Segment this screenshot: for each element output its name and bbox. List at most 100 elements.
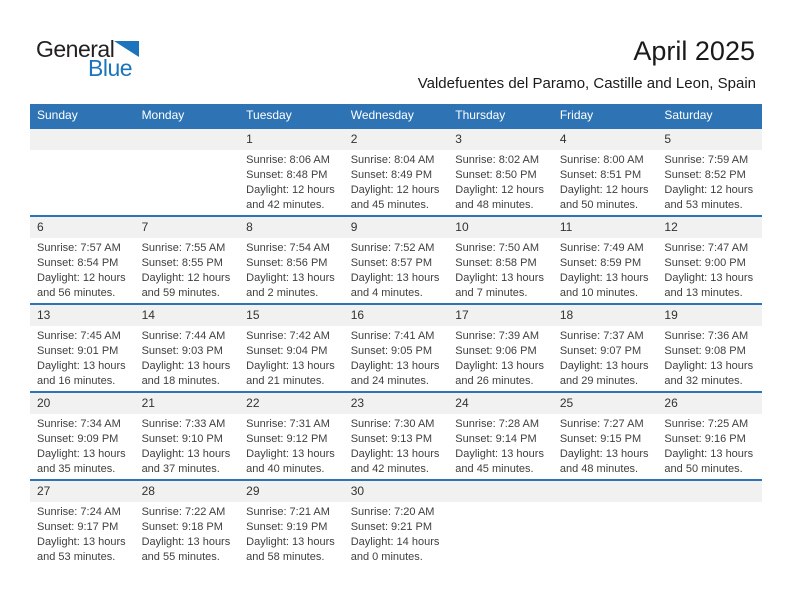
daylight-text: Daylight: 13 hours and 32 minutes. <box>664 360 754 387</box>
sunrise-text: Sunrise: 7:34 AM <box>37 418 121 430</box>
daylight-text: Daylight: 13 hours and 55 minutes. <box>141 536 231 563</box>
sunset-text: Sunset: 8:51 PM <box>559 169 642 181</box>
daylight-text: Daylight: 13 hours and 2 minutes. <box>246 272 335 299</box>
day-number: 13 <box>30 305 135 326</box>
day-details: Sunrise: 8:02 AM Sunset: 8:50 PM Daylight:… <box>448 150 553 213</box>
daylight-text: Daylight: 12 hours and 50 minutes. <box>559 184 649 211</box>
day-details: Sunrise: 7:27 AM Sunset: 9:15 PM Daylight:… <box>553 414 658 477</box>
sunrise-text: Sunrise: 8:06 AM <box>246 154 330 166</box>
day-cell-16: 16 Sunrise: 7:41 AM Sunset: 9:05 PM Dayligh… <box>343 305 449 391</box>
sunset-text: Sunset: 9:00 PM <box>664 257 746 269</box>
weekday-header-wednesday: Wednesday <box>350 108 414 122</box>
sunset-text: Sunset: 9:14 PM <box>455 433 537 445</box>
daylight-text: Daylight: 13 hours and 48 minutes. <box>559 448 649 475</box>
day-number: 14 <box>134 305 240 326</box>
day-number: 11 <box>552 217 658 238</box>
day-cell-9: 9 Sunrise: 7:52 AM Sunset: 8:57 PM Daylight… <box>343 217 449 303</box>
day-cell-6: 6 Sunrise: 7:57 AM Sunset: 8:54 PM Daylight… <box>30 217 135 303</box>
day-number: 6 <box>30 217 135 238</box>
day-cell-12: 12 Sunrise: 7:47 AM Sunset: 9:00 PM Dayligh… <box>657 217 762 303</box>
day-number: 19 <box>657 305 762 326</box>
sunrise-text: Sunrise: 7:25 AM <box>664 418 749 430</box>
sunrise-text: Sunrise: 7:21 AM <box>246 506 330 518</box>
day-details: Sunrise: 8:00 AM Sunset: 8:51 PM Daylight:… <box>553 150 658 213</box>
day-number: 1 <box>239 129 344 150</box>
sunset-text: Sunset: 9:08 PM <box>664 345 746 357</box>
week-row-5: 27 Sunrise: 7:24 AM Sunset: 9:17 PM Dayligh… <box>30 479 762 567</box>
day-details: Sunrise: 8:06 AM Sunset: 8:48 PM Daylight:… <box>239 150 344 213</box>
day-number-empty <box>657 481 762 502</box>
day-number-empty <box>134 129 240 150</box>
logo-top: General <box>36 36 140 63</box>
sunset-text: Sunset: 9:10 PM <box>141 433 223 445</box>
sunrise-text: Sunrise: 8:00 AM <box>559 154 644 166</box>
weekday-header-sunday: Sunday <box>37 108 78 122</box>
sunrise-text: Sunrise: 8:04 AM <box>350 154 435 166</box>
day-details: Sunrise: 7:45 AM Sunset: 9:01 PM Daylight:… <box>30 326 135 389</box>
sunrise-text: Sunrise: 7:45 AM <box>37 330 121 342</box>
daylight-text: Daylight: 13 hours and 24 minutes. <box>350 360 440 387</box>
day-cell-30: 30 Sunrise: 7:20 AM Sunset: 9:21 PM Dayligh… <box>343 481 449 567</box>
daylight-text: Daylight: 13 hours and 50 minutes. <box>664 448 754 475</box>
day-cell-1: 1 Sunrise: 8:06 AM Sunset: 8:48 PM Daylight… <box>239 129 344 215</box>
day-cell-26: 26 Sunrise: 7:25 AM Sunset: 9:16 PM Dayligh… <box>657 393 762 479</box>
sunset-text: Sunset: 8:59 PM <box>559 257 642 269</box>
day-number: 9 <box>343 217 449 238</box>
sunset-text: Sunset: 8:52 PM <box>664 169 746 181</box>
sunset-text: Sunset: 9:16 PM <box>664 433 746 445</box>
day-details: Sunrise: 7:30 AM Sunset: 9:13 PM Daylight:… <box>344 414 449 477</box>
day-number: 5 <box>657 129 762 150</box>
sunset-text: Sunset: 8:48 PM <box>246 169 328 181</box>
day-cell-3: 3 Sunrise: 8:02 AM Sunset: 8:50 PM Daylight… <box>448 129 553 215</box>
day-number: 21 <box>134 393 240 414</box>
sunset-text: Sunset: 9:18 PM <box>141 521 223 533</box>
sunrise-text: Sunrise: 7:49 AM <box>559 242 644 254</box>
day-details: Sunrise: 7:41 AM Sunset: 9:05 PM Daylight:… <box>344 326 449 389</box>
daylight-text: Daylight: 13 hours and 16 minutes. <box>37 360 126 387</box>
day-number: 28 <box>134 481 240 502</box>
sunrise-text: Sunrise: 7:24 AM <box>37 506 121 518</box>
day-cell-empty <box>30 129 135 215</box>
day-number: 29 <box>239 481 344 502</box>
day-number: 23 <box>343 393 449 414</box>
sunrise-text: Sunrise: 7:41 AM <box>350 330 435 342</box>
day-details: Sunrise: 7:49 AM Sunset: 8:59 PM Daylight:… <box>553 238 658 301</box>
day-details: Sunrise: 7:50 AM Sunset: 8:58 PM Daylight:… <box>448 238 553 301</box>
day-cell-empty <box>657 481 762 567</box>
day-cell-15: 15 Sunrise: 7:42 AM Sunset: 9:04 PM Dayligh… <box>239 305 344 391</box>
sunset-text: Sunset: 8:50 PM <box>455 169 537 181</box>
sunrise-text: Sunrise: 7:37 AM <box>559 330 644 342</box>
day-details: Sunrise: 7:44 AM Sunset: 9:03 PM Daylight:… <box>135 326 240 389</box>
day-cell-14: 14 Sunrise: 7:44 AM Sunset: 9:03 PM Dayligh… <box>134 305 240 391</box>
day-number: 24 <box>448 393 553 414</box>
sunrise-text: Sunrise: 7:20 AM <box>350 506 435 518</box>
sunset-text: Sunset: 9:12 PM <box>246 433 328 445</box>
daylight-text: Daylight: 12 hours and 42 minutes. <box>246 184 335 211</box>
weekday-header-monday: Monday <box>141 108 185 122</box>
day-cell-21: 21 Sunrise: 7:33 AM Sunset: 9:10 PM Dayligh… <box>134 393 240 479</box>
daylight-text: Daylight: 12 hours and 48 minutes. <box>455 184 544 211</box>
daylight-text: Daylight: 12 hours and 56 minutes. <box>37 272 126 299</box>
day-details: Sunrise: 7:28 AM Sunset: 9:14 PM Daylight:… <box>448 414 553 477</box>
day-number-empty <box>552 481 658 502</box>
sunrise-text: Sunrise: 7:50 AM <box>455 242 540 254</box>
daylight-text: Daylight: 12 hours and 59 minutes. <box>141 272 231 299</box>
sunset-text: Sunset: 9:15 PM <box>559 433 642 445</box>
sunrise-text: Sunrise: 7:22 AM <box>141 506 226 518</box>
day-details: Sunrise: 7:39 AM Sunset: 9:06 PM Daylight:… <box>448 326 553 389</box>
sunset-text: Sunset: 9:05 PM <box>350 345 433 357</box>
day-cell-20: 20 Sunrise: 7:34 AM Sunset: 9:09 PM Dayligh… <box>30 393 135 479</box>
day-number: 26 <box>657 393 762 414</box>
sunset-text: Sunset: 9:07 PM <box>559 345 642 357</box>
day-cell-24: 24 Sunrise: 7:28 AM Sunset: 9:14 PM Dayligh… <box>448 393 553 479</box>
day-cell-27: 27 Sunrise: 7:24 AM Sunset: 9:17 PM Dayligh… <box>30 481 135 567</box>
day-cell-empty <box>134 129 240 215</box>
day-cell-5: 5 Sunrise: 7:59 AM Sunset: 8:52 PM Daylight… <box>657 129 762 215</box>
day-cell-2: 2 Sunrise: 8:04 AM Sunset: 8:49 PM Daylight… <box>343 129 449 215</box>
day-cell-18: 18 Sunrise: 7:37 AM Sunset: 9:07 PM Dayligh… <box>552 305 658 391</box>
daylight-text: Daylight: 13 hours and 26 minutes. <box>455 360 544 387</box>
sunrise-text: Sunrise: 7:30 AM <box>350 418 435 430</box>
daylight-text: Daylight: 13 hours and 35 minutes. <box>37 448 126 475</box>
calendar: Sunday Monday Tuesday Wednesday Thursday Frid… <box>30 104 762 567</box>
